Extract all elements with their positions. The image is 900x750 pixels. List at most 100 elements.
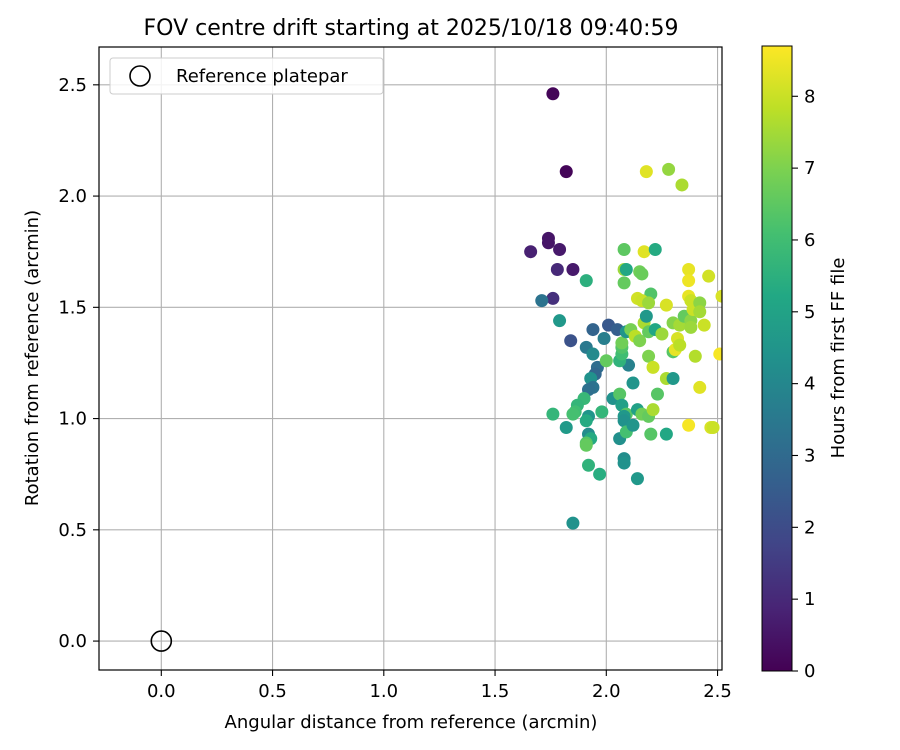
data-point [553, 242, 567, 256]
x-tick-label: 1.0 [369, 681, 398, 702]
legend-marker [129, 65, 151, 87]
data-point [693, 380, 707, 394]
data-point [655, 327, 669, 341]
data-point [639, 309, 653, 323]
data-point [635, 267, 649, 281]
data-point [642, 349, 656, 363]
legend: Reference platepar [109, 57, 384, 95]
data-point [626, 418, 640, 432]
data-point [579, 438, 593, 452]
data-point [659, 427, 673, 441]
data-point [617, 242, 631, 256]
data-point [559, 420, 573, 434]
data-point [524, 245, 538, 259]
colorbar-tick-label: 1 [804, 589, 815, 610]
y-tick-label: 2.5 [58, 75, 87, 96]
data-point [659, 298, 673, 312]
data-point [579, 274, 593, 288]
y-tick-label: 0.5 [58, 520, 87, 541]
legend-entry-reference-platepar: Reference platepar [176, 66, 348, 87]
y-axis-ticks: 0.0 0.5 1.0 1.5 2.0 2.5 [58, 75, 99, 652]
plot-frame [98, 46, 723, 671]
x-tick-label: 0.5 [258, 681, 287, 702]
data-point [566, 516, 580, 530]
data-point [713, 347, 722, 361]
data-point [684, 320, 698, 334]
data-point [648, 242, 662, 256]
data-point [630, 472, 644, 486]
colorbar-tick-label: 5 [804, 302, 815, 323]
x-tick-label: 2.5 [703, 681, 732, 702]
data-point [615, 336, 629, 350]
data-point [586, 323, 600, 337]
data-point [546, 291, 560, 305]
data-point [550, 263, 564, 276]
data-point [617, 456, 631, 470]
data-point [617, 276, 631, 290]
data-point [595, 405, 609, 419]
data-point [702, 269, 716, 283]
colorbar [761, 45, 793, 672]
data-point [546, 87, 560, 101]
data-point [682, 274, 696, 288]
data-point [637, 245, 651, 259]
data-point [666, 372, 680, 386]
data-point [682, 418, 696, 432]
data-point [639, 165, 653, 179]
x-axis-ticks: 0.0 0.5 1.0 1.5 2.0 2.5 [147, 670, 732, 702]
legend-box [109, 57, 384, 95]
x-tick-label: 1.5 [481, 681, 510, 702]
y-tick-label: 2.0 [58, 186, 87, 207]
data-point [593, 467, 607, 481]
y-tick-label: 1.0 [58, 409, 87, 430]
colorbar-tick-label: 7 [804, 158, 815, 179]
colorbar-tick-label: 3 [804, 445, 815, 466]
data-point [541, 236, 555, 250]
scatter-points [524, 87, 722, 530]
data-point [586, 347, 600, 361]
data-point [553, 314, 567, 328]
data-point [697, 318, 711, 332]
data-point [682, 263, 696, 276]
y-tick-label: 0.0 [58, 631, 87, 652]
data-point [688, 349, 702, 363]
data-point [646, 403, 660, 417]
data-point [599, 354, 613, 368]
data-point [693, 296, 707, 310]
data-point [644, 427, 658, 441]
data-point [706, 420, 720, 434]
colorbar-tick-label: 8 [804, 86, 815, 107]
reference-platepar-marker [150, 630, 173, 652]
colorbar-ticks: 0 1 2 3 4 5 6 7 8 [792, 86, 815, 682]
data-point [715, 289, 722, 303]
y-tick-label: 1.5 [58, 297, 87, 318]
data-point [642, 296, 656, 310]
data-point [633, 334, 647, 348]
data-point [582, 458, 595, 472]
data-point [613, 387, 627, 401]
colorbar-label: Hours from first FF file [828, 258, 849, 459]
data-point [646, 360, 660, 374]
colorbar-tick-label: 2 [804, 517, 815, 538]
data-point [675, 178, 689, 192]
data-point [626, 376, 640, 390]
colorbar-tick-label: 0 [804, 661, 815, 682]
colorbar-tick-label: 4 [804, 374, 815, 395]
data-point [662, 162, 676, 176]
grid-lines [99, 47, 722, 670]
data-point [650, 387, 664, 401]
x-tick-label: 2.0 [592, 681, 621, 702]
data-point [579, 414, 593, 428]
x-axis-label: Angular distance from reference (arcmin) [225, 712, 598, 733]
data-point [566, 407, 580, 421]
data-point [546, 407, 560, 421]
data-point [535, 294, 549, 308]
data-point [619, 263, 633, 276]
chart-title: FOV centre drift starting at 2025/10/18 … [144, 16, 679, 41]
data-point [564, 334, 578, 348]
colorbar-tick-label: 6 [804, 230, 815, 251]
data-point [559, 165, 573, 179]
data-point [597, 331, 611, 345]
